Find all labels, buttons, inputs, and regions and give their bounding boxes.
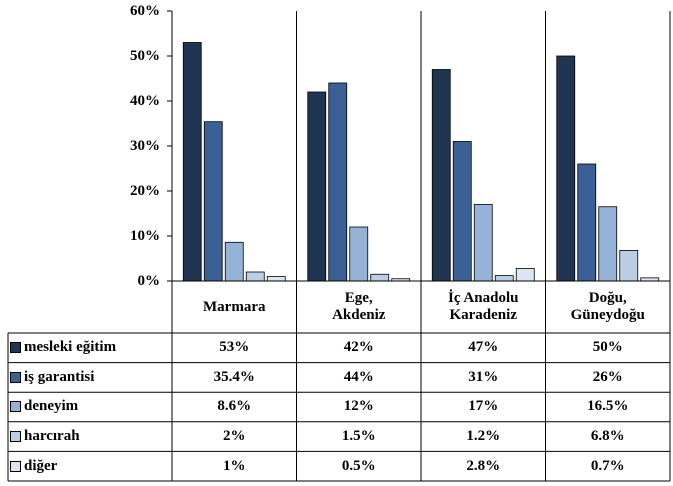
- bar: [598, 206, 618, 282]
- y-tick-label: 0%: [137, 273, 161, 289]
- table-value: 42%: [343, 339, 374, 356]
- bar: [349, 226, 369, 282]
- bar: [370, 273, 390, 282]
- bar: [224, 241, 244, 282]
- bar: [182, 42, 202, 282]
- bar: [203, 121, 223, 282]
- table-value: 6.8%: [590, 428, 625, 445]
- table-value: 2.8%: [466, 457, 501, 474]
- legend-label: deneyim: [24, 398, 79, 415]
- table-value: 2%: [223, 428, 246, 445]
- legend-entry: mesleki eğitim: [8, 333, 172, 363]
- legend-label: diğer: [24, 457, 58, 474]
- y-tick-label: 20%: [130, 183, 160, 199]
- table-value: 17%: [468, 398, 499, 415]
- category-label: Ege, Akdeniz: [332, 290, 386, 323]
- table-value: 50%: [592, 339, 623, 356]
- bar: [473, 204, 493, 282]
- table-value: 35.4%: [213, 368, 255, 385]
- legend-entry: iş garantisi: [8, 363, 172, 393]
- table-value: 31%: [468, 368, 499, 385]
- y-tick-label: 30%: [130, 138, 160, 154]
- table-value: 53%: [219, 339, 250, 356]
- category-label: İç Anadolu Karadeniz: [448, 290, 519, 323]
- y-tick-label: 40%: [130, 93, 160, 109]
- legend-label: iş garantisi: [24, 368, 95, 385]
- legend-entry: deneyim: [8, 392, 172, 422]
- y-tick-label: 10%: [130, 228, 160, 244]
- legend-entry: diğer: [8, 451, 172, 481]
- legend-key: [10, 431, 21, 443]
- bar: [556, 55, 576, 282]
- legend-entry: harcırah: [8, 422, 172, 452]
- legend-key: [10, 371, 21, 383]
- bar: [515, 267, 535, 282]
- bar: [245, 271, 265, 282]
- bar: [307, 91, 327, 282]
- legend-label: harcırah: [24, 428, 80, 445]
- bar: [431, 69, 451, 282]
- table-value: 0.5%: [341, 457, 376, 474]
- table-value: 8.6%: [217, 398, 252, 415]
- bar: [577, 163, 597, 282]
- table-value: 47%: [468, 339, 499, 356]
- table-value: 16.5%: [587, 398, 629, 415]
- category-label: Doğu, Güneydoğu: [570, 290, 645, 323]
- y-tick-label: 60%: [130, 3, 160, 19]
- legend-key: [10, 342, 21, 354]
- table-value: 1.5%: [341, 428, 376, 445]
- y-tick-label: 50%: [130, 48, 160, 64]
- table-value: 26%: [592, 368, 623, 385]
- table-value: 44%: [343, 368, 374, 385]
- table-value: 1.2%: [466, 428, 501, 445]
- table-value: 12%: [343, 398, 374, 415]
- bar: [452, 141, 472, 282]
- legend-key: [10, 401, 21, 413]
- table-value: 1%: [223, 457, 246, 474]
- legend-key: [10, 460, 21, 472]
- bar: [619, 249, 639, 282]
- legend-label: mesleki eğitim: [24, 339, 117, 356]
- table-value: 0.7%: [590, 457, 625, 474]
- bar: [328, 82, 348, 282]
- category-label: Marmara: [203, 298, 266, 315]
